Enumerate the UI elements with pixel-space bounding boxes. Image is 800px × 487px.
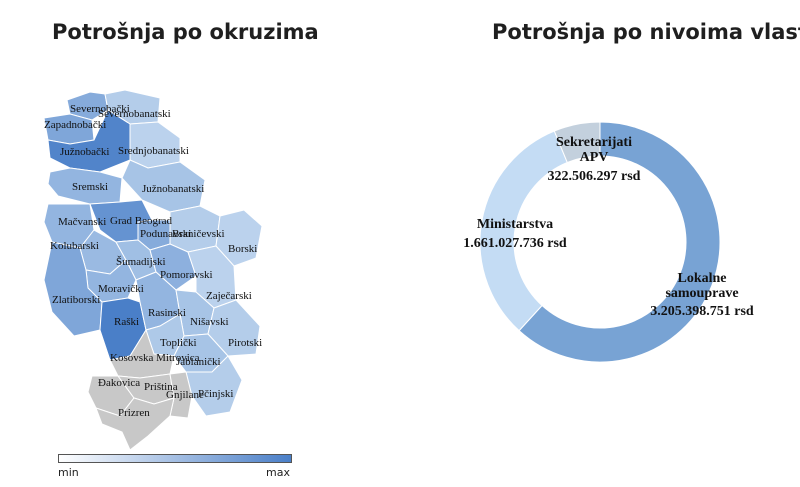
district-label: Podunavski [140,228,191,240]
district-shape-prizren[interactable] [95,397,175,451]
district-label: Zlatiborski [52,294,100,306]
district-label: Kosovska Mitrovica [110,352,200,364]
slice-value-sekretarijati: 322.506.297 rsd [548,169,641,184]
district-label: Južnobački [60,146,109,158]
district-label: Braničevski [172,228,225,240]
district-label: Đakovica [98,377,140,389]
donut-chart: Sekretarijati APV 322.506.297 rsd Minist… [463,121,754,363]
color-legend: min max [58,454,292,479]
district-label: Mačvanski [58,216,106,228]
district-label: Srednjobanatski [118,145,189,157]
slice-value-lokalne: 3.205.398.751 rsd [650,304,754,319]
donut-title: Potrošnja po nivoima vlasti [492,20,800,44]
district-label: Zaječarski [206,290,252,302]
district-label: Šumadijski [116,256,166,268]
donut-slice-lokalne-samouprave[interactable] [518,121,721,363]
legend-gradient-bar [58,454,292,463]
district-label: Prizren [118,407,150,419]
district-label: Borski [228,243,257,255]
district-label: Sremski [72,181,108,193]
slice-label-lokalne-line2: samouprave [665,286,738,301]
district-label: Rasinski [148,307,186,319]
district-label: Kolubarski [50,240,99,252]
district-label: Priština [144,381,178,393]
slice-label-lokalne-line1: Lokalne [677,271,726,286]
district-label: Severnobački [70,103,130,115]
slice-label-sekretarijati-line2: APV [580,150,609,165]
district-label: Pčinjski [198,388,233,400]
district-shape-pcinjski[interactable] [185,355,243,417]
district-label: Gnjilane [166,389,204,401]
district-label: Zapadnobački [44,119,106,131]
legend-max-label: max [266,466,290,479]
district-label: Pirotski [228,337,262,349]
legend-min-label: min [58,466,79,479]
district-label: Grad Beograd [110,215,173,227]
district-label: Severnobanatski [98,108,171,120]
donut-slice-sekretarijati-apv[interactable] [553,121,601,164]
slice-value-ministarstva: 1.661.027.736 rsd [463,236,567,251]
district-label: Toplički [160,337,197,349]
slice-label-sekretarijati-line1: Sekretarijati [556,135,632,150]
map-title: Potrošnja po okruzima [52,20,319,44]
slice-label-ministarstva: Ministarstva [477,217,553,232]
district-label: Raški [114,316,139,328]
district-label: Pomoravski [160,269,213,281]
district-label: Jablanički [176,356,221,368]
district-label: Nišavski [190,316,229,328]
districts-map: Severnobački Severnobanatski Zapadnobačk… [43,89,263,451]
district-label: Južnobanatski [142,183,204,195]
district-label: Moravički [98,283,144,295]
